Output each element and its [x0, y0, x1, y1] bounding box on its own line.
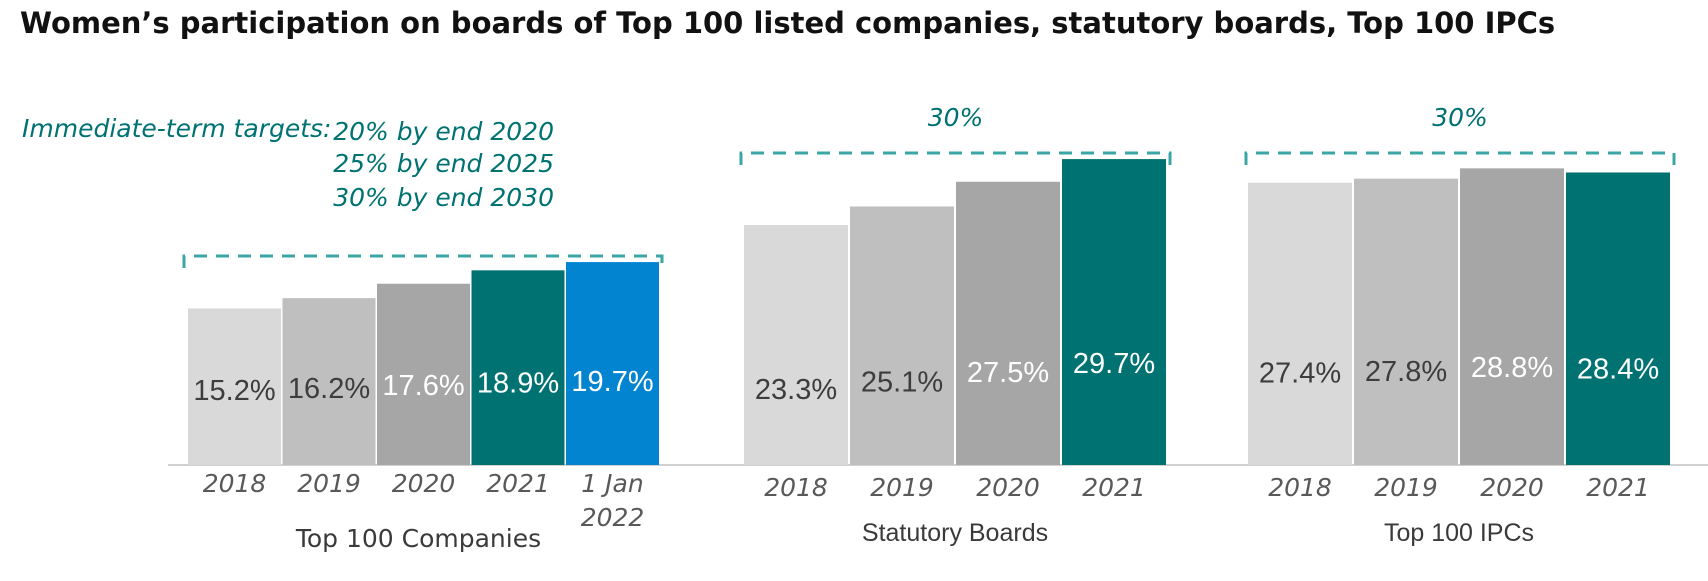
target-line: [182, 254, 664, 268]
bar-group: 30% 23.3% 2018 25.1% 2019 27.5% 2020 29.7% 2021 S…: [739, 103, 1172, 547]
bar: [1062, 159, 1166, 465]
bar: [1248, 182, 1352, 465]
bar-value-label: 19.7%: [571, 366, 653, 398]
x-tick-label: 2018: [1268, 473, 1332, 502]
bar-value-label: 28.4%: [1577, 353, 1659, 385]
bar: [377, 283, 470, 465]
x-tick-label: 2019: [870, 473, 934, 502]
bar-value-label: 28.8%: [1471, 352, 1553, 384]
bar-groups: 15.2% 2018 16.2% 2019 17.6% 2020 18.9% 2021 19.7…: [182, 103, 1676, 553]
bar-value-label: 27.5%: [967, 357, 1049, 389]
bar: [744, 225, 848, 465]
bar: [1460, 168, 1564, 466]
x-tick-label: 2018: [203, 469, 267, 498]
bar-group: 15.2% 2018 16.2% 2019 17.6% 2020 18.9% 2021 19.7…: [182, 254, 664, 553]
bar: [1566, 172, 1670, 466]
bar: [282, 298, 376, 465]
group-label: Top 100 IPCs: [1384, 519, 1534, 547]
bar: [188, 308, 281, 465]
target-line-2020: 20% by end 2020: [333, 117, 554, 146]
bar-value-label: 25.1%: [861, 367, 943, 399]
bar: [850, 206, 954, 465]
targets-heading: Immediate-term targets:: [22, 114, 331, 143]
x-tick-label: 2018: [764, 473, 828, 502]
x-tick-label: 2019: [297, 469, 361, 498]
bar: [1354, 178, 1458, 465]
bar-value-label: 18.9%: [477, 368, 559, 400]
x-tick-label: 2021: [1586, 473, 1650, 502]
x-tick-label: 2020: [976, 473, 1040, 502]
bar: [956, 181, 1060, 465]
target-value-label: 30%: [928, 103, 984, 132]
x-tick-label: 1 Jan 2022: [581, 469, 645, 532]
bar-value-label: 17.6%: [382, 370, 464, 402]
target-line-2030: 30% by end 2030: [333, 183, 554, 212]
x-tick-label: 2021: [1082, 473, 1146, 502]
bar-value-label: 29.7%: [1073, 348, 1155, 380]
chart-title: Women’s participation on boards of Top 1…: [20, 6, 1555, 40]
group-label: Statutory Boards: [862, 519, 1048, 547]
bar: [471, 270, 565, 465]
targets-annotation: Immediate-term targets: 20% by end 2020 …: [22, 114, 554, 212]
bar-value-label: 15.2%: [193, 375, 275, 407]
bar-value-label: 27.4%: [1259, 357, 1341, 389]
target-value-label: 30%: [1432, 103, 1488, 132]
x-tick-label: 2020: [392, 469, 456, 498]
bar-value-label: 23.3%: [755, 374, 837, 406]
bar-value-label: 16.2%: [288, 373, 370, 405]
bar-value-label: 27.8%: [1365, 356, 1447, 388]
x-tick-label: 2019: [1374, 473, 1438, 502]
group-label: Top 100 Companies: [295, 524, 541, 553]
x-tick-label: 2021: [486, 469, 550, 498]
x-tick-label: 2020: [1480, 473, 1544, 502]
target-line: [1244, 151, 1676, 165]
target-line-2025: 25% by end 2025: [333, 149, 554, 178]
bar: [566, 262, 659, 465]
bar-group: 30% 27.4% 2018 27.8% 2019 28.8% 2020 28.4% 2021 T…: [1244, 103, 1676, 547]
target-line: [739, 151, 1172, 165]
